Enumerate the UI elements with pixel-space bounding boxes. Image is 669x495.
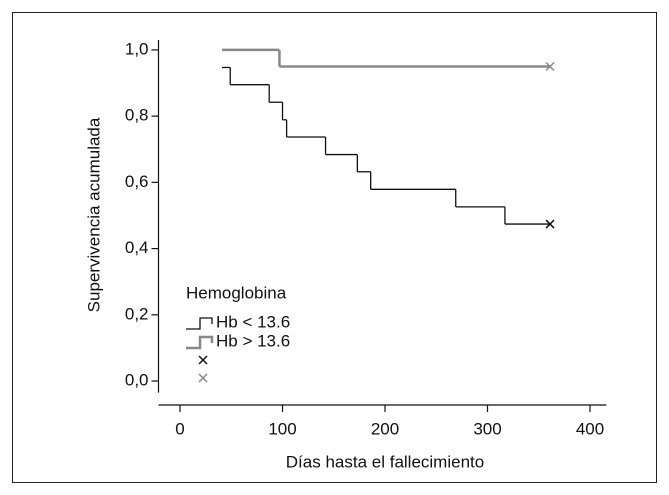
cross-stroke — [545, 219, 555, 229]
legend-title: Hemoglobina — [186, 283, 287, 302]
x-tick-label: 200 — [371, 419, 399, 438]
y-tick-label: 1,0 — [125, 39, 149, 58]
y-tick-label: 0,6 — [125, 172, 149, 191]
legend-censor — [198, 373, 208, 383]
legend-label: Hb > 13.6 — [216, 331, 290, 350]
y-tick-label: 0,8 — [125, 106, 149, 125]
y-axis-label: Supervivencia acumulada — [84, 117, 103, 312]
frame — [12, 12, 657, 483]
cross-stroke — [545, 61, 555, 72]
x-axis-label: Días hasta el fallecimiento — [286, 452, 484, 471]
y-tick-label: 0,4 — [125, 238, 149, 257]
y-tick-label: 0,2 — [125, 304, 149, 323]
legend-symbol — [186, 335, 214, 350]
x-tick-label: 300 — [473, 419, 501, 438]
legend-symbol — [186, 317, 213, 330]
censor-mark — [545, 219, 555, 229]
legend-label: Hb < 13.6 — [216, 312, 290, 331]
cross-stroke — [198, 373, 208, 383]
censor-mark — [545, 61, 555, 72]
legend-censor — [198, 355, 208, 365]
x-tick-label: 0 — [175, 419, 184, 438]
cross-stroke — [198, 355, 208, 365]
y-tick-label: 0,0 — [125, 370, 149, 389]
x-tick-label: 100 — [268, 419, 296, 438]
x-tick-label: 400 — [576, 419, 604, 438]
